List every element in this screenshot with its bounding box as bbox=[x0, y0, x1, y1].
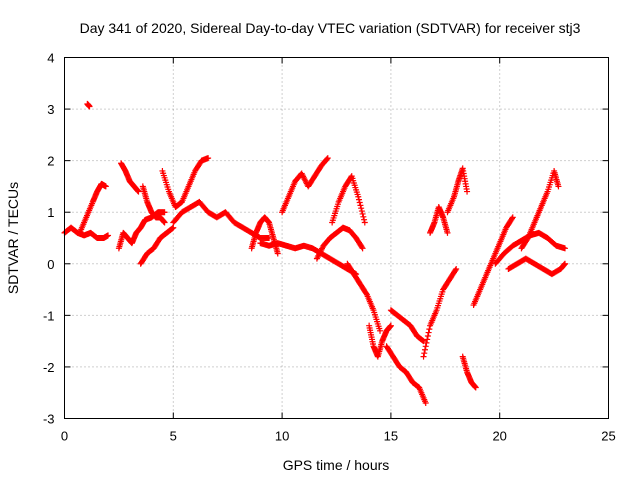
series-arc-17 bbox=[383, 343, 429, 407]
x-tick-label: 0 bbox=[61, 429, 68, 444]
series-arc-14 bbox=[329, 173, 368, 226]
series-arc-16 bbox=[366, 322, 394, 360]
data-point bbox=[355, 193, 362, 200]
data-point bbox=[205, 155, 212, 162]
series-arc-12 bbox=[279, 155, 331, 216]
data-point bbox=[509, 215, 516, 222]
data-point bbox=[421, 350, 428, 357]
y-tick-label: 1 bbox=[47, 205, 54, 220]
y-tick-label: -1 bbox=[43, 308, 55, 323]
y-tick-label: 2 bbox=[47, 154, 54, 169]
data-point bbox=[359, 210, 366, 217]
data-point bbox=[387, 322, 394, 329]
series-arc-8 bbox=[159, 155, 212, 211]
data-point bbox=[555, 183, 562, 190]
data-point bbox=[355, 196, 362, 203]
series-arc-25 bbox=[505, 255, 568, 278]
data-point bbox=[86, 103, 93, 110]
axis-ticks: 0 5 10 15 20 25 -3 -2 -1 0 1 2 3 4 bbox=[43, 51, 616, 444]
data-point bbox=[424, 332, 431, 339]
series-arc-18 bbox=[387, 307, 427, 345]
data-point bbox=[420, 353, 427, 360]
data-point bbox=[360, 213, 367, 220]
data-point bbox=[424, 336, 431, 343]
data-point bbox=[453, 265, 460, 272]
series-arc-5 bbox=[118, 160, 142, 195]
data-point bbox=[464, 188, 471, 195]
data-point bbox=[561, 245, 568, 252]
data-point bbox=[135, 188, 142, 195]
data-point bbox=[452, 267, 459, 274]
series-arc-19 bbox=[420, 265, 460, 360]
series-arc-10 bbox=[257, 240, 360, 278]
data-point bbox=[357, 202, 364, 209]
y-tick-label: 3 bbox=[47, 102, 54, 117]
x-tick-label: 10 bbox=[275, 429, 289, 444]
series-arc-23 bbox=[470, 214, 516, 309]
data-point bbox=[105, 232, 112, 239]
chart-title: Day 341 of 2020, Sidereal Day-to-day VTE… bbox=[80, 20, 581, 36]
data-point bbox=[422, 343, 429, 350]
data-point bbox=[444, 229, 451, 236]
series-arc-13 bbox=[313, 224, 366, 262]
y-axis-label: SDTVAR / TECUs bbox=[5, 182, 21, 294]
data-point bbox=[361, 219, 368, 226]
data-point bbox=[358, 208, 365, 215]
x-tick-label: 20 bbox=[492, 429, 506, 444]
data-point bbox=[422, 400, 429, 407]
series-arc-26 bbox=[518, 167, 562, 252]
data-point bbox=[102, 183, 109, 190]
series-arc-7 bbox=[137, 224, 177, 267]
series-arc-6 bbox=[139, 183, 168, 226]
data-point bbox=[324, 155, 331, 162]
series-arc-2 bbox=[76, 180, 109, 236]
y-tick-label: 0 bbox=[47, 257, 54, 272]
data-point bbox=[274, 250, 281, 257]
data-point bbox=[509, 214, 516, 221]
data-point bbox=[423, 339, 430, 346]
y-tick-label: -2 bbox=[43, 360, 55, 375]
data-point bbox=[358, 205, 365, 212]
data-point bbox=[324, 155, 331, 162]
plot-frame bbox=[64, 57, 609, 419]
series-arc-20 bbox=[427, 204, 451, 236]
series-arc-24 bbox=[492, 229, 568, 267]
x-axis-label: GPS time / hours bbox=[283, 457, 390, 473]
data-point bbox=[425, 329, 432, 336]
data-point bbox=[356, 199, 363, 206]
data-point bbox=[472, 384, 479, 391]
x-tick-label: 15 bbox=[384, 429, 398, 444]
x-tick-label: 5 bbox=[170, 429, 177, 444]
series-arc-22 bbox=[459, 353, 479, 391]
data-point bbox=[161, 209, 168, 216]
y-tick-label: 4 bbox=[47, 51, 54, 66]
series-arc-11 bbox=[248, 214, 281, 257]
data-point bbox=[161, 219, 168, 226]
data-points bbox=[61, 100, 568, 407]
series-arc-21 bbox=[444, 165, 471, 216]
data-point bbox=[170, 224, 177, 231]
x-tick-label: 25 bbox=[601, 429, 615, 444]
y-tick-label: -3 bbox=[43, 412, 55, 427]
data-point bbox=[377, 327, 384, 334]
series-arc-1 bbox=[61, 224, 112, 241]
series-arc-3 bbox=[84, 100, 93, 110]
data-point bbox=[358, 244, 365, 251]
data-point bbox=[426, 326, 433, 333]
data-point bbox=[359, 245, 366, 252]
series-arc-15 bbox=[344, 260, 384, 334]
data-point bbox=[421, 346, 428, 353]
data-point bbox=[561, 260, 568, 267]
data-point bbox=[361, 216, 368, 223]
